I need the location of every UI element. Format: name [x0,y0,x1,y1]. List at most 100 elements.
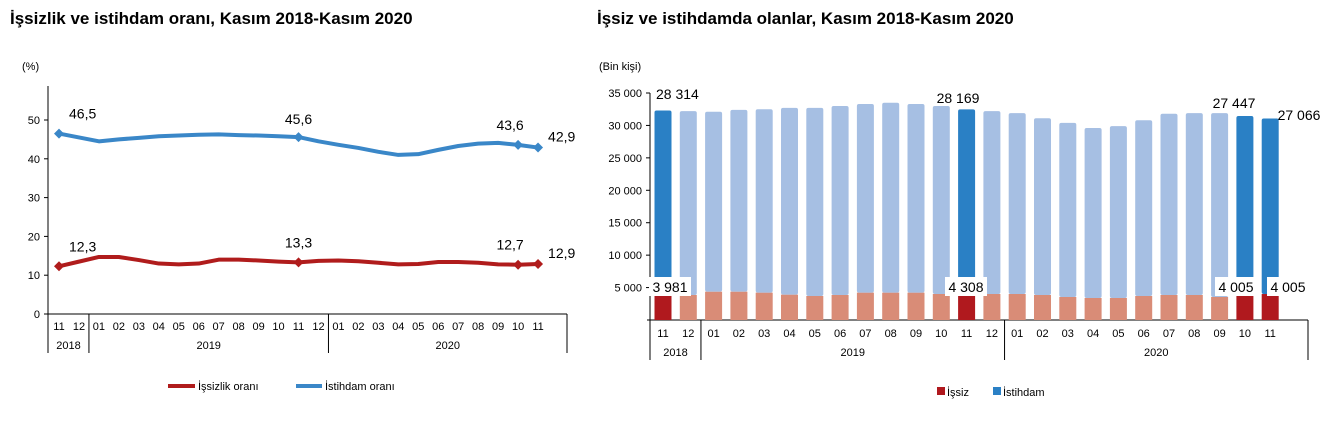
data-label-issiz: 4 005 [1218,279,1253,295]
marker-diamond [533,258,544,269]
left-y-tick-label: 20 [28,231,40,243]
bar-issiz [831,294,849,320]
left-y-tick-label: 0 [34,309,40,321]
left-x-tick-label: 10 [512,321,524,333]
bar-istihdam [781,107,798,295]
right-x-tick-label: 11 [1264,328,1275,340]
left-chart-ylabel: (%) [22,61,39,73]
bar-istihdam [755,109,773,293]
right-x-tick-label: 03 [1062,328,1074,340]
marker-diamond [293,132,304,143]
right-x-tick-label: 05 [1112,328,1124,340]
left-x-tick-label: 07 [452,321,464,333]
bar-issiz [932,293,950,320]
bar-istihdam [679,111,697,295]
bar-issiz [1034,294,1051,320]
right-x-tick-label: 06 [834,328,846,340]
bar-istihdam [831,105,849,295]
right-chart-title: İşsiz ve istihdamda olanlar, Kasım 2018-… [597,9,1014,28]
left-x-tick-label: 05 [173,321,185,333]
bar-issiz [1211,296,1229,320]
bar-issiz [755,292,773,320]
right-x-tick-label: 09 [910,328,922,340]
right-y-tick-label: 10 000 [608,250,642,262]
right-y-tick-label: 20 000 [608,185,642,197]
data-label: 12,3 [69,238,96,254]
bar-istihdam [907,104,925,293]
bar-issiz [705,291,723,320]
right-x-tick-label: 05 [809,328,821,340]
left-x-tick-label: 01 [93,321,105,333]
data-label-box [1215,277,1257,296]
bar-istihdam [958,109,976,293]
right-x-tick-label: 02 [733,328,745,340]
right-x-tick-label: 04 [1087,328,1099,340]
legend-swatch-issiz [937,387,945,395]
legend-label-issiz: İşsiz [947,386,969,399]
marker-diamond [54,261,64,272]
bar-issiz [654,294,672,320]
bar-istihdam [1084,128,1102,298]
right-chart-ylabel: (Bin kişi) [599,61,641,73]
left-x-tick-label: 12 [312,321,324,333]
bar-istihdam [1034,118,1051,295]
left-x-tick-label: 11 [53,321,64,333]
right-y-tick-label: 30 000 [608,120,642,132]
left-y-tick-label: 50 [28,115,40,127]
right-x-tick-label: 09 [1213,328,1225,340]
right-x-tick-label: 03 [758,328,770,340]
bar-issiz [882,292,900,320]
left-x-tick-label: 04 [153,321,165,333]
data-label-issiz: 3 981 [652,279,687,295]
right-y-tick-label: 35 000 [608,88,642,100]
left-x-tick-label: 03 [133,321,145,333]
right-x-tick-label: 12 [682,328,694,340]
data-label: 12,7 [496,237,523,253]
bar-issiz [730,291,748,320]
bar-issiz [1008,293,1026,320]
bar-issiz [907,292,925,320]
right-x-tick-label: 04 [783,328,795,340]
right-year-label: 2020 [1144,347,1168,359]
bar-istihdam [1261,118,1279,295]
right-x-tick-label: 01 [707,328,719,340]
left-x-tick-label: 12 [73,321,85,333]
bar-istihdam [1135,120,1153,297]
data-label: 43,6 [496,117,523,133]
left-x-tick-label: 04 [392,321,404,333]
bar-issiz [983,293,1001,320]
left-x-tick-label: 01 [332,321,344,333]
left-year-label: 2020 [435,340,459,352]
bar-istihdam [932,105,950,294]
bar-issiz [1160,294,1178,320]
bar-issiz [1059,296,1077,320]
left-x-tick-label: 06 [193,321,205,333]
bar-istihdam [806,107,824,297]
data-label-issiz: 4 308 [948,279,983,295]
bar-issiz [781,294,798,320]
marker-diamond [513,139,524,150]
bar-issiz [856,292,874,320]
legend-label-istihdam: İstihdam [1003,386,1045,399]
bar-istihdam [1211,113,1229,297]
left-x-tick-label: 05 [412,321,424,333]
right-year-label: 2018 [663,347,687,359]
bar-istihdam [1109,126,1127,298]
marker-diamond [513,259,524,270]
bar-istihdam [705,111,723,292]
data-label: 13,3 [285,234,312,250]
left-x-tick-label: 02 [113,321,125,333]
left-x-tick-label: 10 [272,321,284,333]
bar-issiz [806,296,824,320]
bar-istihdam [983,111,1001,294]
data-label: 45,6 [285,111,312,127]
right-x-tick-label: 10 [1239,328,1251,340]
right-y-tick-label: 15 000 [608,218,642,230]
bar-issiz [958,292,976,320]
bar-issiz [1109,297,1127,320]
left-x-tick-label: 08 [233,321,245,333]
legend-label-issizlik: İşsizlik oranı [198,380,259,393]
bar-istihdam [1160,113,1178,295]
data-label-istihdam: 27 447 [1213,95,1256,111]
